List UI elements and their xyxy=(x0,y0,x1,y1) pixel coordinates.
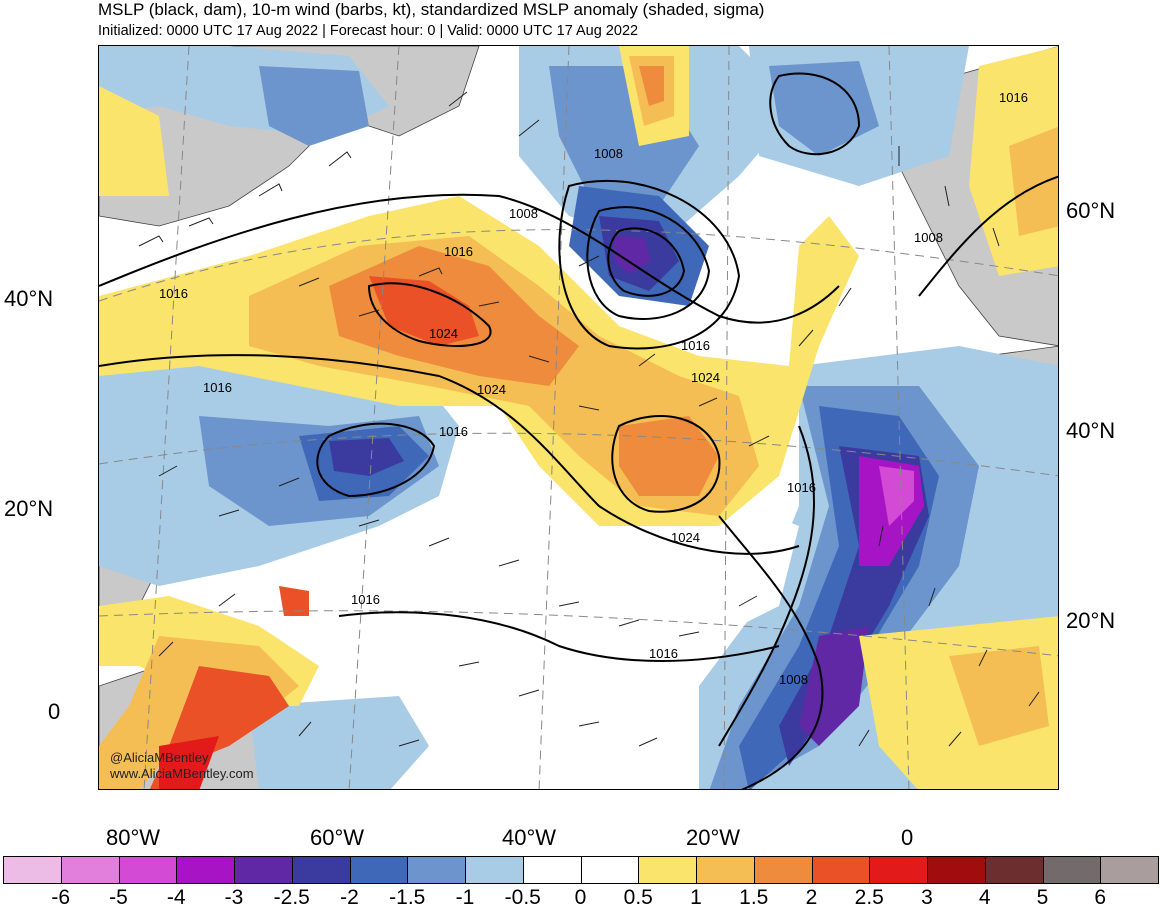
colorbar-tick-label: 0.5 xyxy=(623,886,653,909)
colorbar-tick-label: -3 xyxy=(224,886,244,909)
colorbar-cell xyxy=(118,856,178,884)
colorbar-tick-label: -6 xyxy=(51,886,71,909)
colorbar-tick-label: -2 xyxy=(340,886,359,909)
colorbar-cell xyxy=(407,856,466,884)
colorbar-cell xyxy=(291,856,351,884)
wind-barbs xyxy=(138,91,1040,747)
map-svg: 1008 1016 1008 1016 1024 1024 1016 1016 … xyxy=(99,46,1058,789)
contour-label: 1016 xyxy=(999,90,1028,105)
map-panel: 1008 1016 1008 1016 1024 1024 1016 1016 … xyxy=(98,45,1059,790)
colorbar-cell xyxy=(580,856,640,884)
lat-label-right: 20°N xyxy=(1066,608,1116,633)
contour-label: 1008 xyxy=(914,230,943,245)
colorbar-tick-label: -4 xyxy=(166,886,186,909)
contour-label: 1016 xyxy=(351,592,380,607)
colorbar-cell xyxy=(869,856,928,884)
lon-label: 20°W xyxy=(686,825,741,850)
colorbar-cell xyxy=(349,856,409,884)
colorbar-tick-label: 2.5 xyxy=(854,886,884,909)
lat-label-right: 40°N xyxy=(1066,418,1116,443)
colorbar-cell xyxy=(638,856,697,884)
colorbar-cell xyxy=(927,856,986,884)
graticule xyxy=(99,46,1058,789)
colorbar-cell xyxy=(3,856,62,884)
colorbar-tick-label: -0.5 xyxy=(504,886,541,909)
contour-label: 1016 xyxy=(439,424,468,439)
contour-label: 1016 xyxy=(787,480,816,495)
colorbar-tick-label: 1 xyxy=(690,886,702,909)
colorbar-tick-label: 6 xyxy=(1094,886,1107,909)
lat-label-left: 20°N xyxy=(4,496,54,521)
contour-label: 1016 xyxy=(649,646,678,661)
lon-label: 80°W xyxy=(106,825,161,850)
contour-label: 1024 xyxy=(429,326,458,341)
contour-label: 1024 xyxy=(477,382,506,397)
lat-label-right: 60°N xyxy=(1066,198,1116,223)
contour-label: 1016 xyxy=(681,338,710,353)
lon-label: 40°W xyxy=(502,825,557,850)
colorbar-cell xyxy=(176,856,235,884)
contour-label: 1016 xyxy=(203,380,232,395)
colorbar-tick-label: 4 xyxy=(978,886,991,909)
colorbar-cell xyxy=(753,856,813,884)
contour-label: 1008 xyxy=(779,672,808,687)
chart-subtitle: Initialized: 0000 UTC 17 Aug 2022 | Fore… xyxy=(98,23,639,39)
colorbar-tick-label: 1.5 xyxy=(739,886,769,909)
colorbar-cell xyxy=(234,856,293,884)
positive-anomaly-regions xyxy=(99,46,1058,789)
colorbar-cell xyxy=(984,856,1044,884)
lat-label-left: 0 xyxy=(48,699,61,724)
colorbar-cell xyxy=(522,856,582,884)
lat-label-left: 40°N xyxy=(4,286,54,311)
colorbar-cell xyxy=(1100,856,1159,884)
colorbar-cell xyxy=(696,856,755,884)
colorbar-tick-label: -1 xyxy=(455,886,475,909)
chart-title: MSLP (black, dam), 10-m wind (barbs, kt)… xyxy=(98,0,765,19)
contour-label-group: 1008 1016 1008 1016 1024 1024 1016 1016 … xyxy=(159,90,1028,687)
colorbar-cell xyxy=(811,856,871,884)
watermark-handle: @AliciaMBentley xyxy=(110,750,209,765)
lon-label: 0 xyxy=(901,825,914,850)
isobars xyxy=(99,72,1058,789)
colorbar-tick-label: 3 xyxy=(921,886,933,909)
colorbar-tick-label: -1.5 xyxy=(389,886,426,909)
contour-label: 1016 xyxy=(444,244,473,259)
colorbar-cell xyxy=(465,856,524,884)
colorbar-cell xyxy=(1042,856,1102,884)
contour-label: 1008 xyxy=(509,206,538,221)
colorbar-tick-label: 0 xyxy=(574,886,587,909)
contour-label: 1024 xyxy=(671,530,700,545)
contour-label: 1016 xyxy=(159,286,188,301)
colorbar-tick-label: 2 xyxy=(805,886,818,909)
colorbar-tick-label: -2.5 xyxy=(273,886,310,909)
colorbar-cell xyxy=(60,856,120,884)
contour-label: 1008 xyxy=(594,146,623,161)
colorbar-tick-label: -5 xyxy=(109,886,128,909)
lon-label: 60°W xyxy=(310,825,365,850)
watermark-url: www.AliciaMBentley.com xyxy=(110,766,254,781)
colorbar xyxy=(3,856,1159,886)
contour-label: 1024 xyxy=(691,370,720,385)
colorbar-tick-label: 5 xyxy=(1036,886,1049,909)
